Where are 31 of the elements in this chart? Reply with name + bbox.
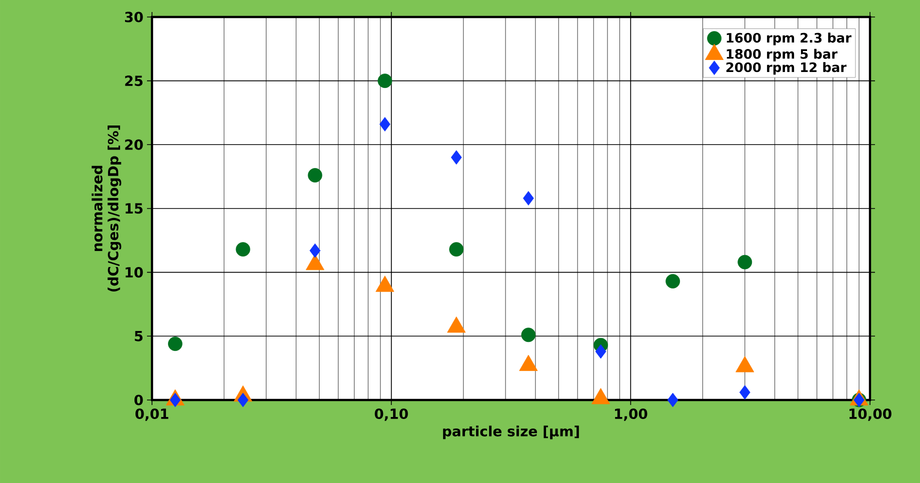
y-tick-label: 0 — [134, 394, 143, 406]
point — [595, 344, 606, 359]
y-tick-label: 20 — [125, 139, 143, 150]
point — [310, 243, 320, 258]
point — [378, 74, 392, 88]
point — [379, 117, 390, 132]
legend-label: 1600 rpm 2.3 bar — [726, 32, 852, 46]
y-tick-label: 5 — [134, 330, 143, 342]
x-tick-label: 10,00 — [850, 408, 892, 421]
point — [236, 242, 250, 257]
y-tick-label: 25 — [125, 76, 143, 86]
point — [308, 168, 322, 182]
y-tick-label: 15 — [126, 203, 143, 214]
x-tick-label: 1,00 — [615, 408, 648, 421]
legend-label: 1800 rpm 5 bar — [726, 48, 838, 62]
point — [666, 274, 680, 288]
x-axis-title: particle size [µm] — [443, 426, 579, 440]
point — [450, 150, 462, 165]
legend-label: 2000 rpm 12 bar — [726, 62, 846, 75]
point — [522, 191, 534, 206]
point — [667, 392, 678, 408]
point — [521, 328, 536, 342]
point — [238, 392, 248, 408]
y-tick-label: 10 — [126, 267, 143, 278]
point — [739, 385, 750, 400]
x-tick-label: 0,01 — [135, 408, 168, 421]
y-tick-label: 30 — [125, 12, 143, 22]
point — [449, 242, 464, 257]
point — [738, 254, 752, 270]
x-tick-label: 0,10 — [374, 408, 408, 421]
y-axis-title: normalized (dC/Cges)/dlogDp [%] — [92, 125, 122, 292]
